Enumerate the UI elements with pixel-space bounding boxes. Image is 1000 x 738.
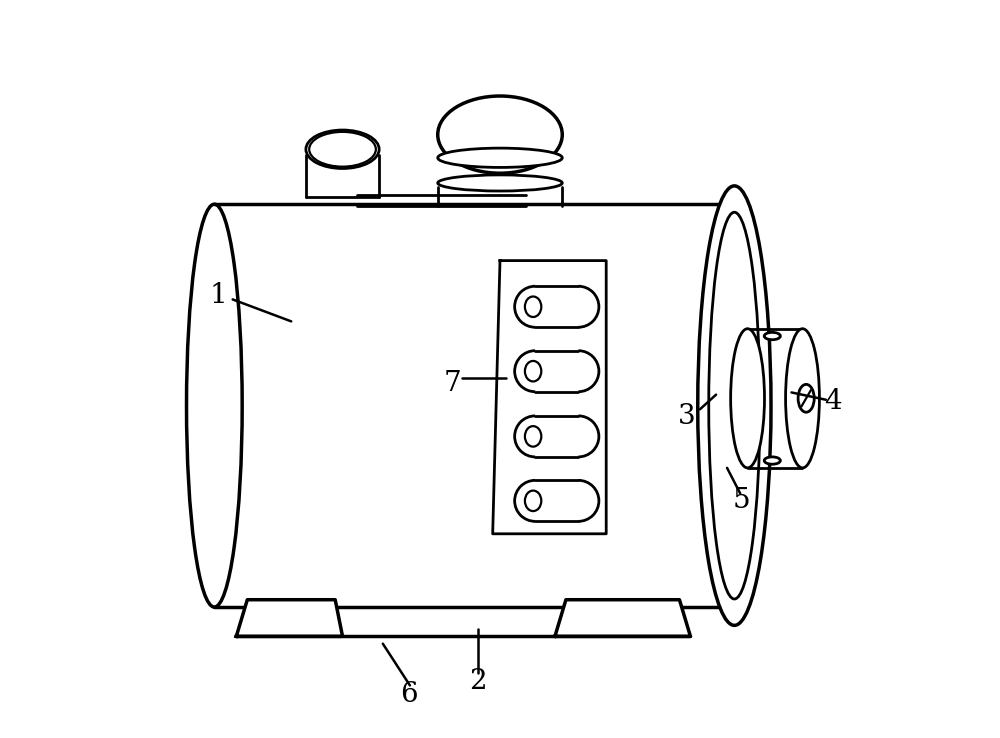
- Ellipse shape: [764, 332, 780, 339]
- Ellipse shape: [187, 204, 242, 607]
- Ellipse shape: [525, 491, 541, 511]
- Ellipse shape: [525, 426, 541, 446]
- Ellipse shape: [786, 328, 819, 468]
- Text: 1: 1: [209, 282, 227, 309]
- Polygon shape: [555, 600, 690, 636]
- Ellipse shape: [698, 186, 771, 625]
- Text: 4: 4: [824, 388, 842, 415]
- Ellipse shape: [438, 175, 562, 191]
- Ellipse shape: [306, 130, 379, 168]
- Ellipse shape: [438, 96, 562, 173]
- Ellipse shape: [798, 384, 814, 413]
- Text: 7: 7: [444, 370, 461, 397]
- Ellipse shape: [709, 213, 760, 599]
- Text: 6: 6: [400, 681, 417, 708]
- Ellipse shape: [309, 132, 376, 167]
- Ellipse shape: [525, 361, 541, 382]
- Ellipse shape: [525, 297, 541, 317]
- Text: 5: 5: [733, 487, 751, 514]
- Polygon shape: [236, 600, 343, 636]
- Ellipse shape: [731, 328, 764, 468]
- Text: 2: 2: [469, 668, 487, 695]
- Ellipse shape: [764, 457, 780, 464]
- Ellipse shape: [438, 148, 562, 168]
- Text: 3: 3: [678, 403, 696, 430]
- Polygon shape: [493, 261, 606, 534]
